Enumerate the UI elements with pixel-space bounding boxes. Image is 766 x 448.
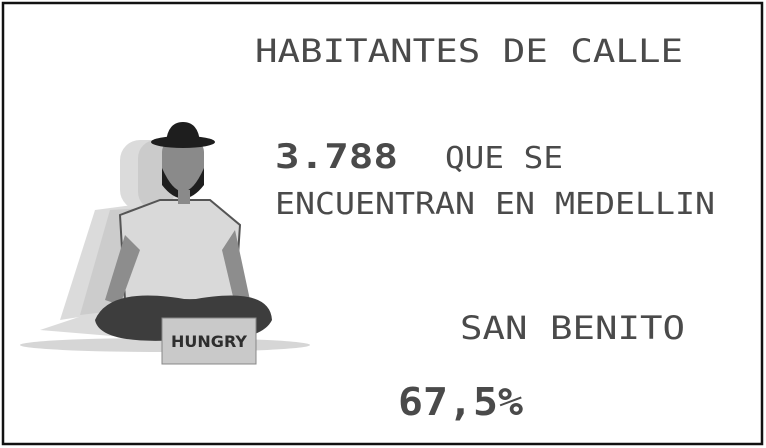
count-text: ENCUENTRAN EN MEDELLIN [275,187,715,222]
count-text: QUE SE [445,141,563,176]
title: HABITANTES DE CALLE [255,32,683,70]
arm [222,230,250,305]
face [162,140,204,190]
count: 3.788 [275,137,398,177]
percentage: 67,5% [398,380,523,424]
sign-text: HUNGRY [171,332,247,351]
illustration: HUNGRY [20,122,310,365]
sign-board [161,317,257,365]
neighborhood: SAN BENITO [460,309,685,347]
hat [166,122,200,142]
beard [162,168,204,199]
neck [178,190,190,204]
arm [105,235,140,305]
